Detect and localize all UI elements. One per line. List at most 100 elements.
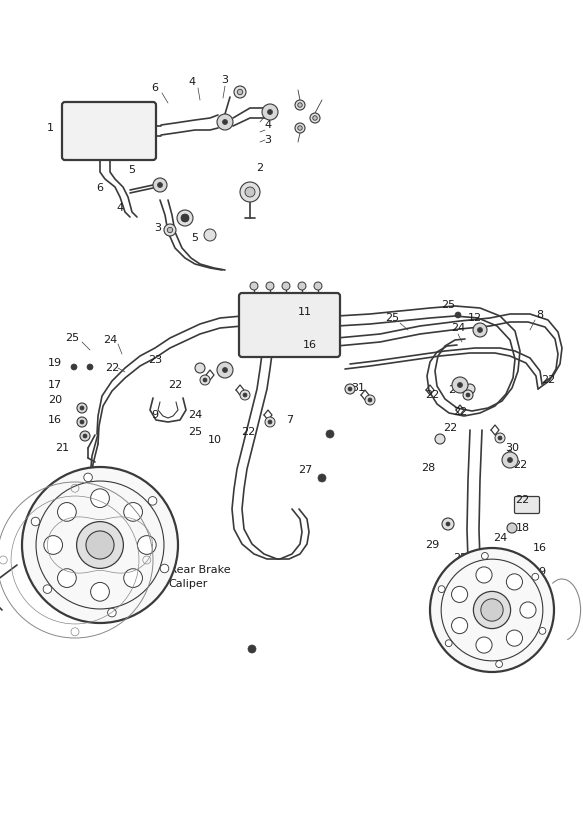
Circle shape	[83, 434, 87, 438]
Circle shape	[31, 517, 40, 526]
Circle shape	[507, 523, 517, 533]
Text: 25: 25	[453, 553, 467, 563]
Text: 2: 2	[257, 163, 264, 173]
Circle shape	[84, 473, 92, 482]
Text: 22: 22	[168, 380, 182, 390]
Circle shape	[177, 210, 193, 226]
Circle shape	[348, 387, 352, 391]
Text: 16: 16	[48, 415, 62, 425]
Text: 7: 7	[286, 415, 294, 425]
Circle shape	[160, 564, 169, 573]
Circle shape	[450, 593, 454, 597]
Text: 24: 24	[188, 410, 202, 420]
Circle shape	[250, 282, 258, 290]
Text: 18: 18	[516, 523, 530, 533]
Text: 30: 30	[505, 443, 519, 453]
Circle shape	[476, 637, 492, 653]
Text: 5: 5	[265, 105, 272, 115]
FancyBboxPatch shape	[62, 102, 156, 160]
Circle shape	[203, 378, 207, 382]
Text: 11: 11	[298, 307, 312, 317]
Circle shape	[443, 573, 453, 583]
Text: 4: 4	[265, 120, 272, 130]
Circle shape	[463, 390, 473, 400]
Text: 20: 20	[48, 395, 62, 405]
Circle shape	[217, 114, 233, 130]
Circle shape	[465, 384, 475, 394]
Circle shape	[447, 590, 457, 600]
Text: 24: 24	[493, 533, 507, 543]
Circle shape	[510, 458, 514, 462]
Circle shape	[90, 489, 110, 508]
Circle shape	[476, 567, 492, 583]
Text: 3: 3	[222, 75, 229, 85]
FancyBboxPatch shape	[515, 497, 539, 513]
Circle shape	[507, 630, 522, 646]
Circle shape	[240, 390, 250, 400]
Text: 25: 25	[461, 573, 475, 583]
Circle shape	[476, 558, 480, 562]
Circle shape	[520, 602, 536, 618]
Circle shape	[22, 467, 178, 623]
Circle shape	[482, 553, 489, 559]
Circle shape	[298, 103, 302, 107]
Text: 6: 6	[97, 183, 104, 193]
Circle shape	[458, 382, 462, 387]
Circle shape	[58, 569, 76, 588]
Circle shape	[80, 406, 84, 410]
Circle shape	[237, 89, 243, 95]
Circle shape	[493, 558, 497, 563]
Text: Caliper: Caliper	[168, 579, 208, 589]
Text: 10: 10	[208, 435, 222, 445]
Text: 31: 31	[351, 383, 365, 393]
Text: 14: 14	[123, 565, 137, 575]
Circle shape	[507, 455, 517, 465]
Circle shape	[200, 375, 210, 385]
Text: 28: 28	[421, 463, 435, 473]
Circle shape	[298, 126, 302, 130]
Text: 9: 9	[152, 410, 159, 420]
Text: 24: 24	[103, 335, 117, 345]
Text: 22: 22	[541, 375, 555, 385]
Circle shape	[473, 592, 511, 629]
Circle shape	[181, 214, 188, 222]
Circle shape	[108, 608, 116, 617]
Circle shape	[217, 362, 233, 378]
Circle shape	[365, 395, 375, 405]
Circle shape	[44, 536, 62, 555]
Circle shape	[312, 115, 317, 120]
Circle shape	[86, 531, 114, 559]
Text: 29: 29	[425, 540, 439, 550]
Circle shape	[368, 398, 372, 402]
Text: 25: 25	[385, 313, 399, 323]
Text: 15: 15	[81, 607, 95, 617]
Text: 22: 22	[443, 423, 457, 433]
Text: 6: 6	[152, 83, 159, 93]
Circle shape	[43, 585, 52, 593]
Text: 22: 22	[425, 390, 439, 400]
Text: 21: 21	[55, 443, 69, 453]
Circle shape	[502, 452, 518, 468]
Circle shape	[496, 661, 503, 667]
Circle shape	[438, 586, 445, 592]
Text: 12: 12	[468, 313, 482, 323]
Circle shape	[77, 403, 87, 413]
Circle shape	[204, 229, 216, 241]
Circle shape	[248, 645, 256, 653]
Circle shape	[532, 574, 539, 580]
Circle shape	[243, 393, 247, 397]
Text: 25: 25	[443, 593, 457, 603]
Circle shape	[71, 364, 77, 370]
Circle shape	[498, 436, 502, 440]
Circle shape	[430, 548, 554, 672]
Text: 8: 8	[536, 310, 543, 320]
Text: See Rear Brake: See Rear Brake	[145, 565, 231, 575]
Circle shape	[477, 327, 483, 333]
Circle shape	[435, 434, 445, 444]
Circle shape	[240, 182, 260, 202]
Text: 19: 19	[48, 358, 62, 368]
Circle shape	[138, 536, 156, 555]
Text: 17: 17	[48, 380, 62, 390]
Circle shape	[268, 110, 272, 115]
Text: 3: 3	[265, 135, 272, 145]
